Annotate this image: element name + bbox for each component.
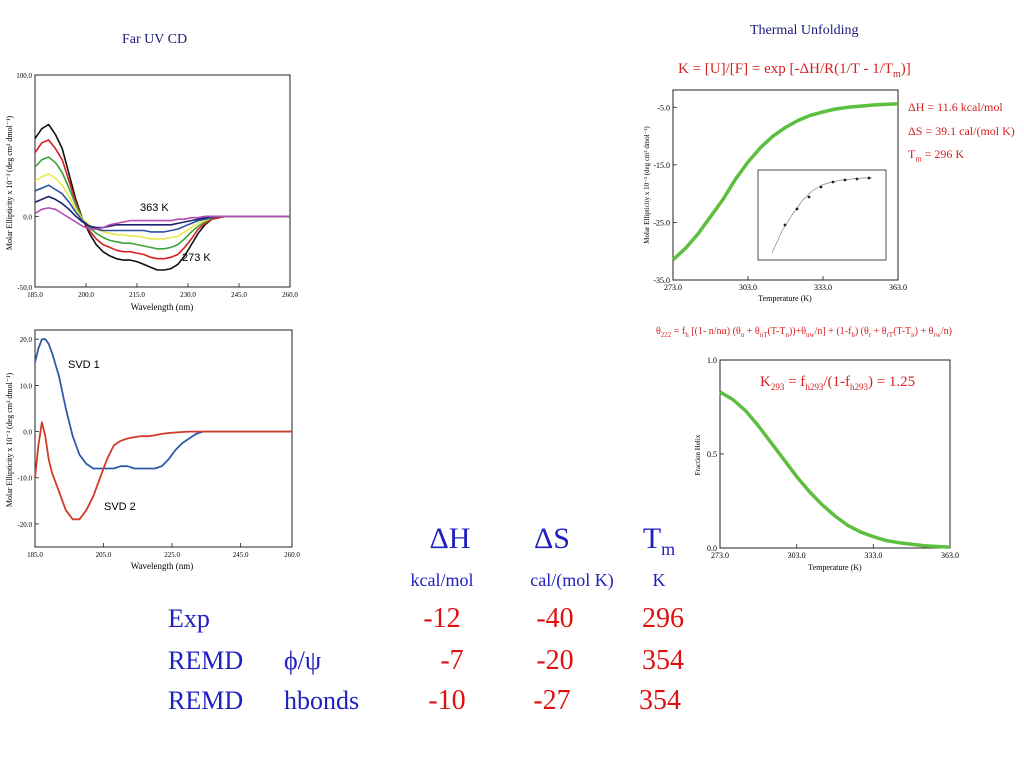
y-tick-label: 0.0 [23, 429, 32, 437]
far-uv-title: Far UV CD [122, 32, 188, 47]
x-tick-label: 363.0 [889, 283, 907, 292]
x-axis-label: Wavelength (nm) [131, 302, 194, 312]
x-tick-label: 205.0 [96, 551, 112, 559]
x-tick-label: 225.0 [164, 551, 180, 559]
row-label: REMD [168, 646, 244, 675]
row-label: REMD [168, 686, 244, 715]
x-tick-label: 245.0 [231, 291, 247, 299]
label-svd1: SVD 1 [68, 359, 100, 371]
row-Tm: 354 [639, 685, 681, 716]
model-equation: θ222 = fh [(1- n/nα) (θn + θnT(T-Tn))+θn… [656, 326, 952, 339]
row-dH: -12 [423, 603, 461, 634]
thermal-dH: ΔH = 11.6 kcal/mol [908, 100, 1003, 114]
series-line-0 [671, 102, 899, 262]
y-axis-label: Molar Ellipticity x 10⁻³ (deg cm² dmol⁻¹… [5, 116, 14, 251]
x-axis-label: Temperature (K) [808, 563, 862, 572]
y-tick-label: 20.0 [20, 336, 33, 344]
plot-frame [34, 74, 291, 288]
far-uv-chart: 185.0 200.0 215.0 230.0 245.0 260.0 100.0 0.0 -5… [5, 72, 298, 312]
inset-chart [757, 169, 887, 261]
x-tick-label: 303.0 [788, 551, 806, 560]
thermal-dS: ΔS = 39.1 cal/(mol K) [908, 124, 1015, 138]
x-tick-label: 185.0 [27, 551, 43, 559]
y-tick-label: 0.5 [707, 450, 717, 459]
y-tick-label: -5.0 [657, 103, 670, 112]
thermal-title: Thermal Unfolding [750, 23, 859, 38]
y-tick-label: 0.0 [23, 213, 32, 221]
x-tick-label: 230.0 [180, 291, 196, 299]
fraction-chart: 273.0 303.0 333.0 363.0 1.0 0.5 0.0 Temperatur… [694, 356, 959, 572]
x-tick-label: 333.0 [864, 551, 882, 560]
y-axis-label: Fraction Helix [694, 434, 702, 475]
plot-frame [34, 329, 293, 548]
y-tick-label: -20.0 [17, 521, 32, 529]
fraction-equation: K293 = fh293/(1-fh293) = 1.25 [760, 374, 916, 392]
row-label-method: ϕ/ψ [284, 646, 322, 675]
y-tick-label: 0.0 [707, 544, 717, 553]
x-tick-label: 260.0 [282, 291, 298, 299]
x-axis-label: Wavelength (nm) [131, 561, 194, 571]
header-dH: ΔH [429, 522, 471, 555]
header-dS: ΔS [534, 522, 570, 555]
row-label: Exp [168, 604, 210, 633]
label-363k: 363 K [140, 202, 169, 214]
x-tick-label: 260.0 [284, 551, 300, 559]
row-dH: -7 [440, 645, 464, 676]
series-line-0 [719, 390, 951, 549]
series-line-1 [34, 421, 292, 521]
thermal-equation: K = [U]/[F] = exp [-ΔH/R(1/T - 1/Tm)] [678, 61, 911, 80]
series-line-6 [34, 207, 290, 230]
thermal-Tm: Tm = 296 K [908, 147, 965, 164]
row-dS: -40 [536, 603, 574, 634]
x-tick-label: 273.0 [711, 551, 729, 560]
y-axis-label: Molar Ellipticity x 10⁻³ (deg cm² dmol⁻¹… [643, 126, 651, 244]
x-tick-label: 303.0 [739, 283, 757, 292]
thermal-chart: 273.0 303.0 333.0 363.0-5.0-15.0-25.0-35.0 … [643, 89, 907, 303]
y-tick-label: -35.0 [653, 276, 670, 285]
header-Tm: Tm [642, 522, 676, 559]
x-tick-label: 215.0 [129, 291, 145, 299]
x-tick-label: 185.0 [27, 291, 43, 299]
y-tick-label: -10.0 [17, 475, 32, 483]
svd-chart: 185.0 205.0 225.0 245.0 260.0 20.0 10.0 0.0 -10.… [5, 329, 300, 571]
row-label-method: hbonds [284, 686, 360, 715]
y-axis-label: Molar Ellipticity x 10⁻³ (deg cm² dmol⁻¹… [5, 373, 14, 508]
unit-dS: cal/(mol K) [530, 570, 614, 590]
y-tick-label: 100.0 [16, 72, 32, 80]
y-tick-label: 10.0 [20, 382, 33, 390]
y-tick-label: -50.0 [17, 284, 32, 292]
x-tick-label: 333.0 [814, 283, 832, 292]
y-tick-label: -15.0 [653, 161, 670, 170]
y-tick-label: 1.0 [707, 356, 717, 365]
label-svd2: SVD 2 [104, 501, 136, 513]
row-Tm: 354 [642, 645, 684, 676]
y-tick-label: -25.0 [653, 218, 670, 227]
x-tick-label: 245.0 [233, 551, 249, 559]
row-dH: -10 [428, 685, 466, 716]
row-dS: -20 [536, 645, 574, 676]
row-Tm: 296 [642, 603, 684, 634]
unit-Tm: K [652, 570, 666, 590]
row-dS: -27 [533, 685, 571, 716]
x-tick-label: 273.0 [664, 283, 682, 292]
unit-dH: kcal/mol [410, 570, 474, 590]
x-axis-label: Temperature (K) [758, 294, 812, 303]
label-273k: 273 K [182, 252, 211, 264]
x-tick-label: 363.0 [941, 551, 959, 560]
plot-frame [672, 89, 899, 281]
x-tick-label: 200.0 [78, 291, 94, 299]
